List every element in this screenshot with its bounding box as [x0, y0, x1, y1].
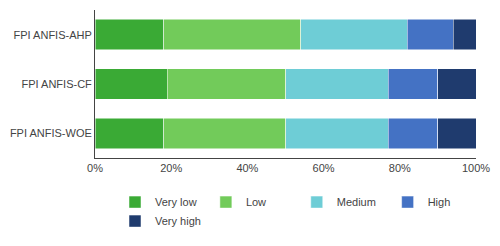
svg-text:0%: 0% — [87, 162, 103, 174]
svg-text:Medium: Medium — [337, 196, 376, 208]
svg-text:20%: 20% — [160, 162, 182, 174]
svg-text:60%: 60% — [313, 162, 335, 174]
svg-text:Low: Low — [246, 196, 266, 208]
svg-text:FPI ANFIS-AHP: FPI ANFIS-AHP — [14, 29, 92, 41]
svg-text:High: High — [428, 196, 451, 208]
svg-text:Very high: Very high — [155, 215, 201, 227]
svg-text:80%: 80% — [389, 162, 411, 174]
svg-text:Very low: Very low — [155, 196, 197, 208]
svg-text:FPI ANFIS-WOE: FPI ANFIS-WOE — [10, 127, 92, 139]
svg-text:100%: 100% — [462, 162, 490, 174]
svg-text:40%: 40% — [236, 162, 258, 174]
svg-text:FPI ANFIS-CF: FPI ANFIS-CF — [22, 78, 93, 90]
